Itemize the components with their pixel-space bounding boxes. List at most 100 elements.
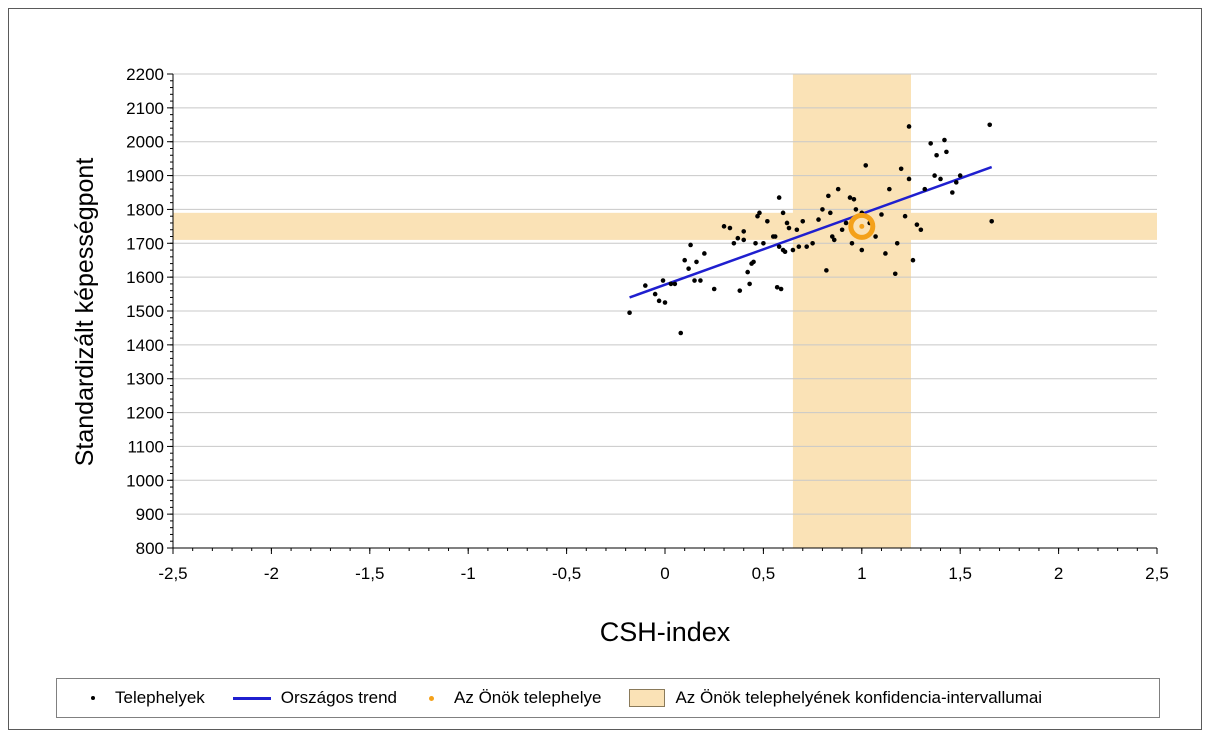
- data-point: [672, 281, 678, 287]
- data-point: [898, 166, 904, 172]
- y-tick-label: 1000: [126, 471, 164, 490]
- data-point: [934, 152, 939, 158]
- data-point: [906, 124, 912, 129]
- legend: Telephelyek Országos trend Az Önök telep…: [56, 678, 1160, 718]
- data-point: [835, 186, 841, 192]
- point-symbol-icon: [91, 696, 95, 700]
- data-point: [987, 122, 993, 128]
- data-point: [686, 266, 691, 271]
- y-tick-label: 800: [136, 539, 164, 558]
- data-point: [702, 251, 707, 256]
- data-point: [873, 234, 878, 239]
- data-point: [749, 261, 754, 266]
- x-tick-label: -2,5: [158, 564, 187, 583]
- x-tick-label: 0: [660, 564, 669, 583]
- data-point: [851, 196, 857, 202]
- data-point: [944, 149, 949, 155]
- y-tick-label: 2100: [126, 99, 164, 118]
- line-symbol-icon: [232, 696, 271, 700]
- data-point: [757, 210, 762, 216]
- legend-label-confidence: Az Önök telephelyének konfidencia-interv…: [675, 688, 1043, 707]
- data-point: [692, 278, 697, 283]
- y-tick-label: 1600: [126, 268, 164, 287]
- data-point: [829, 234, 835, 239]
- data-point: [688, 242, 693, 248]
- data-point: [755, 213, 760, 219]
- data-point: [753, 240, 758, 246]
- y-axis-label: Standardizált képességpont: [71, 158, 99, 467]
- data-point: [741, 229, 747, 234]
- data-point: [774, 285, 780, 290]
- y-tick-label: 2200: [126, 65, 164, 84]
- data-point: [906, 176, 912, 182]
- own-site-point: [859, 223, 865, 229]
- x-tick-label: 2,5: [1145, 564, 1169, 583]
- data-point: [776, 195, 782, 200]
- data-point: [627, 310, 632, 315]
- trend-line: [629, 165, 993, 299]
- y-tick-label: 1700: [126, 234, 164, 253]
- data-point: [863, 163, 869, 168]
- data-point: [820, 207, 825, 212]
- confidence-band-horizontal: [173, 212, 1157, 240]
- data-point: [859, 247, 865, 253]
- legend-label-trend: Országos trend: [280, 688, 398, 707]
- data-point: [682, 257, 687, 263]
- legend-item-trend: Országos trend: [232, 688, 398, 708]
- legend-item-confidence: Az Önök telephelyének konfidencia-interv…: [629, 688, 1042, 708]
- legend-item-own-site: Az Önök telephelye: [425, 688, 601, 708]
- data-point: [831, 237, 837, 243]
- data-point: [942, 137, 947, 143]
- data-point: [643, 283, 648, 288]
- y-tick-label: 1300: [126, 370, 164, 389]
- x-tick-label: 2: [1054, 564, 1063, 583]
- x-tick-label: -0,5: [552, 564, 581, 583]
- x-tick-label: 1,5: [948, 564, 972, 583]
- data-point: [843, 220, 849, 226]
- data-point: [790, 247, 796, 253]
- data-point: [776, 244, 782, 249]
- data-point: [652, 291, 658, 297]
- y-tick-label: 900: [136, 505, 164, 524]
- data-point: [747, 281, 752, 287]
- y-tick-label: 1500: [126, 302, 164, 321]
- data-point: [847, 195, 853, 200]
- data-point: [668, 281, 674, 287]
- x-axis-label: CSH-index: [600, 617, 731, 647]
- legend-label-sites: Telephelyek: [115, 688, 205, 707]
- legend-item-sites: Telephelyek: [87, 688, 205, 708]
- x-tick-label: -2: [264, 564, 279, 583]
- orange-point-symbol-icon: [429, 695, 435, 701]
- y-tick-label: 1400: [126, 336, 164, 355]
- data-point: [894, 240, 900, 246]
- data-point: [902, 213, 908, 219]
- data-point: [849, 240, 855, 246]
- data-point: [698, 278, 703, 283]
- x-tick-label: 1: [857, 564, 866, 583]
- data-point: [784, 220, 790, 226]
- data-point: [950, 190, 955, 195]
- data-point: [711, 286, 717, 292]
- own-site-layer: [848, 212, 876, 240]
- data-point: [922, 186, 928, 192]
- data-point: [796, 244, 802, 249]
- data-point: [731, 240, 737, 246]
- data-point: [938, 176, 943, 182]
- data-point: [660, 278, 666, 283]
- data-point: [826, 193, 831, 199]
- data-point: [737, 288, 743, 293]
- data-point: [782, 249, 788, 255]
- points-layer: [627, 122, 994, 336]
- data-point: [662, 300, 668, 305]
- data-point: [741, 237, 747, 243]
- legend-label-own-site: Az Önök telephelye: [454, 688, 602, 707]
- data-point: [800, 218, 806, 224]
- data-point: [879, 212, 884, 217]
- data-point: [928, 141, 933, 146]
- data-point: [765, 218, 770, 224]
- x-tick-label: 0,5: [752, 564, 776, 583]
- data-point: [735, 235, 741, 241]
- trend-layer: [629, 165, 993, 299]
- data-point: [892, 271, 898, 277]
- chart-frame: [8, 8, 1202, 730]
